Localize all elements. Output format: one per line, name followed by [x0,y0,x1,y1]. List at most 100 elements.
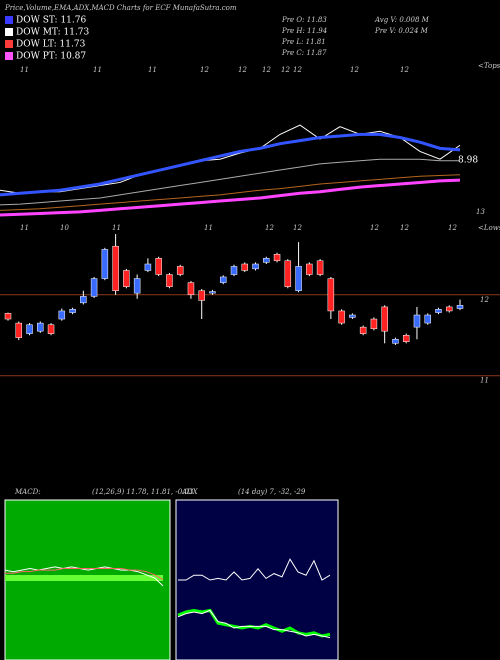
date-label: 12 [262,66,271,74]
candle-body [37,322,44,332]
candle-body [133,278,141,294]
legend-label: DOW LT: 11.73 [16,40,86,50]
candle-body [4,313,12,320]
y-tick-label: 11 [480,377,489,385]
legend-swatch [5,40,13,48]
quote: Pre H: 11.94 [281,27,327,35]
candle-body [123,270,130,287]
note: <Tops [478,62,500,70]
candle-body [306,263,313,275]
series-line [0,158,460,206]
candle-body [445,306,453,312]
candle-body [90,278,98,297]
date-label: 12 [293,66,302,74]
candle-body [155,258,162,275]
candle-body [187,282,195,296]
legend-swatch [5,16,13,24]
candle-body [327,278,335,312]
ema-label: 8.98 [458,156,478,166]
date-label: 12 [448,224,457,232]
series-line [5,568,164,581]
candle-body [424,314,431,324]
date-label: 11 [148,66,157,74]
legend-label: DOW MT: 11.73 [16,28,90,38]
candle-body [112,245,119,291]
candle-body [316,260,324,275]
date-label: 12 [370,224,379,232]
date-label: 11 [93,66,102,74]
date-label: 12 [350,66,359,74]
series-line [0,174,461,211]
candle-body [359,326,367,334]
y-tick-label: 12 [480,296,489,304]
candle-body [219,276,227,283]
panel [175,499,339,660]
candle-body [15,322,23,338]
date-label: 12 [200,66,209,74]
date-label: 11 [204,224,213,232]
candle-body [209,291,216,294]
date-label: 12 [238,66,247,74]
candle-body [230,266,238,275]
date-label: 12 [400,224,409,232]
candle-body [144,263,152,271]
candle-body [47,324,55,334]
date-label: 12 [293,224,302,232]
candle-body [176,266,184,275]
candle-body [435,309,442,313]
candle-body [69,309,76,313]
series-line [177,609,331,639]
series-line [177,608,331,638]
candle-body [80,296,87,304]
legend-label: DOW PT: 10.87 [16,52,86,62]
quote: Pre O: 11.83 [281,16,327,24]
legend-swatch [5,52,13,60]
candle-body [26,324,33,334]
candle-body [252,263,259,270]
date-label: 12 [400,66,409,74]
candle-body [58,310,66,320]
chart-title: Price,Volume,EMA,ADX,MACD Charts for ECF… [4,4,237,12]
candle-body [370,318,378,330]
date-label: 10 [60,224,69,232]
volume: Pre V: 0.024 M [374,27,429,35]
series-line [178,558,331,581]
date-label: 11 [20,66,29,74]
candle-body [241,263,249,271]
series-line [0,132,461,197]
note: <Lows [478,224,500,232]
date-label: 11 [112,224,121,232]
candle-body [338,310,345,324]
candle-body [413,314,421,328]
date-label: 11 [20,224,29,232]
series-line [4,566,164,587]
legend-label: DOW ST: 11.76 [16,16,86,26]
series-line [0,178,461,217]
panel-params: (12,26,9) 11.78, 11.81, -0.03 [92,488,194,496]
panel-title: ADX [181,488,199,496]
candle-body [263,258,270,263]
legend-swatch [5,28,13,36]
candle-body [273,254,281,262]
candle-body [392,339,399,344]
candle-body [349,314,356,318]
volume: Avg V: 0.008 M [374,16,430,24]
series-line [0,124,461,194]
panel-params: (14 day) 7, -32, -29 [238,488,306,496]
candle-body [402,334,410,342]
panel-title: MACD: [14,488,41,496]
date-label: 12 [265,224,274,232]
quote: Pre C: 11.87 [281,49,327,57]
candle-body [284,260,292,287]
quote: Pre L: 11.81 [281,38,326,46]
candle-body [381,306,388,332]
candle-body [295,266,302,291]
macd-band [5,575,163,581]
ema-label: 13 [476,208,485,216]
candle-body [456,305,464,309]
candle-body [166,274,173,287]
candle-body [101,249,109,279]
date-label: 12 [281,66,290,74]
candle-body [198,290,205,301]
